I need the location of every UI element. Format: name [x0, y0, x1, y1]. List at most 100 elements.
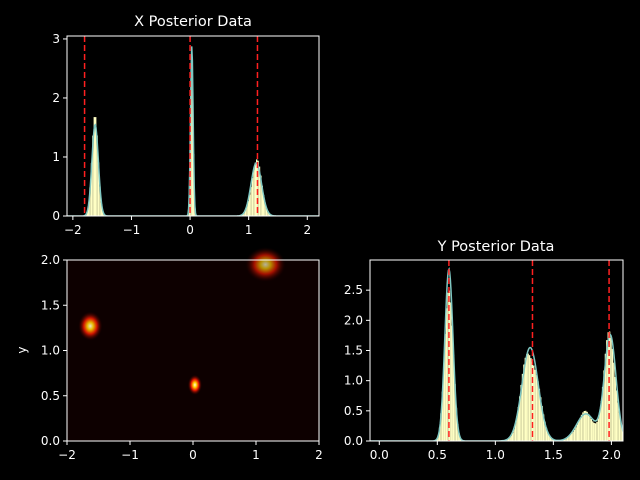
y-posterior-bar — [596, 421, 598, 441]
y-posterior-bar — [452, 354, 455, 441]
x-posterior-bar — [257, 160, 259, 216]
y-posterior-bar — [617, 402, 619, 441]
y-posterior-bar — [552, 439, 555, 441]
y-posterior-bar — [440, 413, 442, 441]
heatmap-ytick-label: 0.5 — [41, 389, 60, 403]
y-posterior-bar — [579, 417, 581, 441]
y-posterior-bar — [526, 354, 528, 441]
heatmap-ytick-label: 2.0 — [41, 253, 60, 267]
y-posterior-bar — [600, 401, 602, 441]
y-posterior-bar — [538, 388, 541, 441]
y-posterior-bar — [535, 374, 538, 441]
y-posterior-bar — [565, 437, 567, 441]
x-posterior-bar — [256, 159, 258, 216]
y-posterior-bar — [620, 421, 622, 441]
x-posterior-bar — [191, 57, 193, 216]
y-posterior-bar — [601, 386, 604, 441]
y-posterior-bar — [444, 333, 446, 441]
x-posterior-bar — [264, 202, 266, 216]
y-posterior-bar — [438, 427, 441, 441]
y-posterior-bar — [531, 361, 534, 441]
y-posterior-bar — [569, 434, 571, 441]
y-posterior-bar — [534, 369, 536, 441]
heatmap-xtick-label: 0 — [189, 448, 197, 462]
y-posterior-plot — [370, 267, 623, 441]
y-posterior-bar — [593, 422, 595, 441]
y-posterior-bar — [541, 406, 543, 441]
x-posterior-xtick-label: 0 — [186, 223, 194, 237]
y-posterior-bar — [597, 418, 600, 441]
x-posterior-frame — [66, 35, 320, 217]
x-posterior-bar — [263, 195, 265, 216]
y-posterior-xtick-label: 0.5 — [428, 448, 447, 462]
x-posterior-bar — [93, 117, 95, 216]
x-posterior-bar — [265, 208, 268, 216]
y-posterior-bar — [542, 414, 545, 441]
y-posterior-bar — [551, 438, 553, 441]
y-posterior-ytick-label: 2.0 — [344, 313, 363, 327]
y-posterior-bar — [513, 428, 515, 441]
y-posterior-bar — [451, 325, 453, 441]
x-posterior-xtick-label: −1 — [123, 223, 141, 237]
y-posterior-bar — [518, 396, 521, 441]
y-posterior-bar — [441, 391, 444, 441]
y-posterior-ytick-label: 1.5 — [344, 344, 363, 358]
y-posterior-bar — [575, 427, 577, 441]
x-posterior-bar — [244, 209, 247, 216]
x-posterior-bar — [243, 212, 245, 216]
y-posterior-ytick-label: 1.0 — [344, 374, 363, 388]
y-posterior-ytick-label: 0.0 — [344, 434, 363, 448]
x-posterior-bar — [246, 206, 248, 216]
y-posterior-bar — [610, 337, 612, 441]
x-posterior-bar — [190, 91, 192, 216]
y-posterior-bar — [447, 292, 449, 441]
y-posterior-bar — [599, 411, 601, 441]
x-posterior-bar — [254, 162, 256, 216]
y-posterior-bar — [528, 355, 531, 441]
y-posterior-bar — [582, 412, 584, 441]
x-posterior-ytick-label: 1 — [52, 150, 60, 164]
y-posterior-bar — [445, 308, 448, 441]
y-posterior-bar — [604, 353, 607, 441]
heatmap-ytick-label: 1.5 — [41, 298, 60, 312]
y-posterior-bar — [576, 424, 579, 441]
heatmap-ytick-label: 0.0 — [41, 434, 60, 448]
x-posterior-ytick-label: 2 — [52, 91, 60, 105]
y-posterior-bar — [589, 416, 591, 441]
y-posterior-bar — [572, 431, 574, 441]
heatmap-xtick-label: −1 — [121, 448, 139, 462]
y-posterior-bar — [548, 435, 550, 441]
y-posterior-ytick-label: 2.5 — [344, 283, 363, 297]
y-posterior-bar — [540, 397, 542, 441]
x-posterior-bar — [267, 211, 269, 216]
y-posterior-bar — [615, 390, 618, 441]
x-posterior-bar — [96, 135, 98, 216]
x-posterior-xtick-label: 1 — [245, 223, 253, 237]
x-posterior-ticks: −2 −1 0 1 2 0 1 2 3 — [52, 32, 311, 237]
y-posterior-bar — [458, 433, 460, 441]
heatmap-blobs — [78, 247, 286, 396]
y-posterior-bar — [594, 423, 597, 441]
y-posterior-bar — [621, 428, 623, 441]
y-posterior-xtick-label: 1.5 — [544, 448, 563, 462]
heatmap-blob — [78, 311, 103, 341]
y-posterior-bar — [437, 435, 439, 441]
x-posterior-bar — [92, 135, 94, 216]
y-posterior-bar — [590, 419, 593, 441]
y-posterior-ytick-label: 0.5 — [344, 404, 363, 418]
x-posterior-bar — [251, 177, 254, 216]
y-posterior-bar — [507, 438, 510, 441]
y-posterior-bar — [607, 332, 609, 441]
x-posterior-bar — [261, 185, 263, 216]
x-posterior-bar — [100, 202, 102, 216]
y-posterior-bar — [443, 363, 445, 441]
x-posterior-bar — [97, 162, 100, 216]
y-posterior-bar — [517, 407, 519, 441]
y-posterior-bar — [530, 358, 532, 441]
x-posterior-bar — [249, 194, 251, 216]
y-posterior-bar — [580, 414, 583, 441]
y-posterior-bar — [566, 436, 569, 441]
y-posterior-bar — [547, 432, 549, 441]
y-posterior-bar — [523, 364, 525, 441]
